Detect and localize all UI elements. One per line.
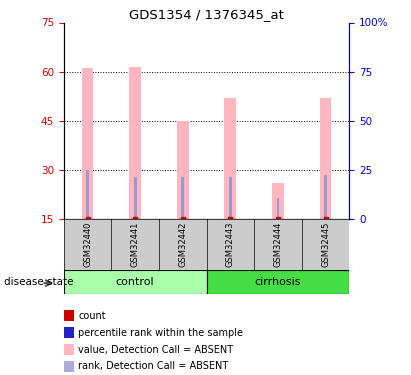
Text: GSM32441: GSM32441 (131, 222, 140, 267)
Text: value, Detection Call = ABSENT: value, Detection Call = ABSENT (78, 345, 233, 354)
Bar (81, 68, 93, 219)
Bar (86, 170, 89, 219)
Bar (181, 177, 184, 219)
Text: GSM32442: GSM32442 (178, 222, 187, 267)
Bar (64, 270, 206, 294)
Bar (129, 67, 141, 219)
Bar (134, 177, 136, 219)
Text: control: control (116, 277, 155, 287)
Bar (229, 177, 232, 219)
Text: percentile rank within the sample: percentile rank within the sample (78, 328, 243, 338)
Text: GSM32440: GSM32440 (83, 222, 92, 267)
Bar (177, 121, 189, 219)
Text: cirrhosis: cirrhosis (255, 277, 301, 287)
Bar (277, 198, 279, 219)
Text: count: count (78, 311, 106, 321)
Title: GDS1354 / 1376345_at: GDS1354 / 1376345_at (129, 8, 284, 21)
Bar (272, 183, 284, 219)
Text: disease state: disease state (4, 278, 74, 287)
Text: GSM32445: GSM32445 (321, 222, 330, 267)
Bar (320, 98, 332, 219)
Text: GSM32444: GSM32444 (273, 222, 282, 267)
Bar (206, 270, 349, 294)
Bar (224, 98, 236, 219)
Bar (324, 175, 327, 219)
Text: GSM32443: GSM32443 (226, 222, 235, 267)
Text: rank, Detection Call = ABSENT: rank, Detection Call = ABSENT (78, 362, 229, 371)
